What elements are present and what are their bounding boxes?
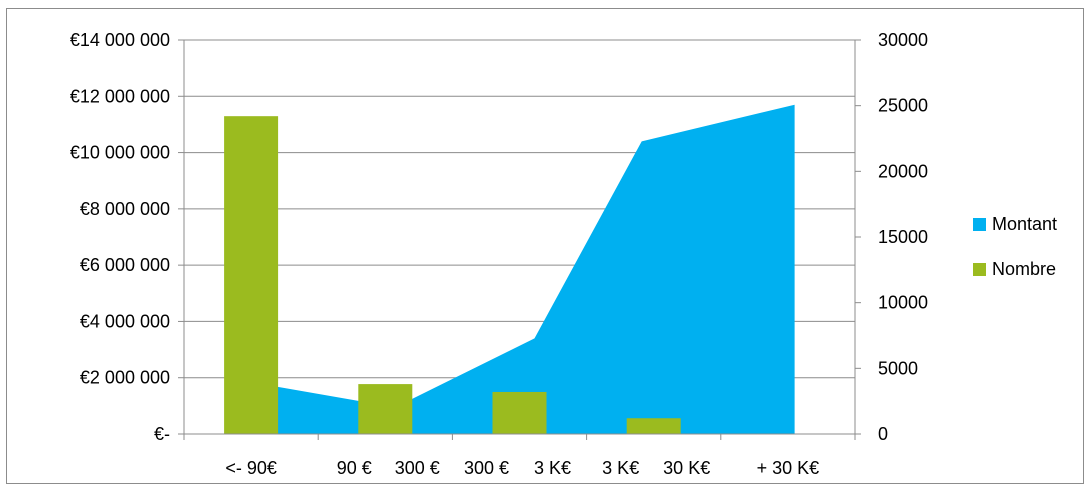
y-left-tick-label-3: €6 000 000 xyxy=(80,255,170,275)
x-tick-label-6: 30 K€ xyxy=(663,458,710,478)
bar-nombre-0 xyxy=(224,116,278,434)
x-tick-label-3: 300 € xyxy=(464,458,509,478)
area-series xyxy=(258,105,795,434)
bar-nombre-1 xyxy=(358,384,412,434)
y-left-tick-label-6: €12 000 000 xyxy=(70,86,170,106)
x-tick-label-5: 3 K€ xyxy=(602,458,639,478)
y-right-tick-label-4: 20000 xyxy=(878,161,928,181)
x-tick-label-0: <- 90€ xyxy=(225,458,277,478)
y-right-tick-label-2: 10000 xyxy=(878,293,928,313)
x-tick-label-7: + 30 K€ xyxy=(757,458,820,478)
y-right-tick-label-5: 25000 xyxy=(878,96,928,116)
legend-label-1: Nombre xyxy=(992,259,1056,279)
y-left-tick-label-0: €- xyxy=(154,424,170,444)
y-right-tick-label-0: 0 xyxy=(878,424,888,444)
y-left-tick-label-5: €10 000 000 xyxy=(70,143,170,163)
y-left-tick-label-2: €4 000 000 xyxy=(80,311,170,331)
y-left-tick-label-4: €8 000 000 xyxy=(80,199,170,219)
bar-nombre-2 xyxy=(493,392,547,434)
area-montant xyxy=(258,105,795,434)
y-right-tick-label-1: 5000 xyxy=(878,358,918,378)
y-right-tick-label-3: 15000 xyxy=(878,227,928,247)
legend-swatch-0 xyxy=(973,218,986,231)
y-left-tick-label-1: €2 000 000 xyxy=(80,368,170,388)
x-tick-label-2: 300 € xyxy=(395,458,440,478)
bar-nombre-3 xyxy=(627,418,681,434)
legend-label-0: Montant xyxy=(992,214,1057,234)
x-tick-label-4: 3 K€ xyxy=(534,458,571,478)
y-right-tick-label-6: 30000 xyxy=(878,30,928,50)
legend-swatch-1 xyxy=(973,263,986,276)
legend: Montant Nombre xyxy=(973,214,1057,279)
y-left-tick-label-7: €14 000 000 xyxy=(70,30,170,50)
x-tick-label-1: 90 € xyxy=(337,458,372,478)
